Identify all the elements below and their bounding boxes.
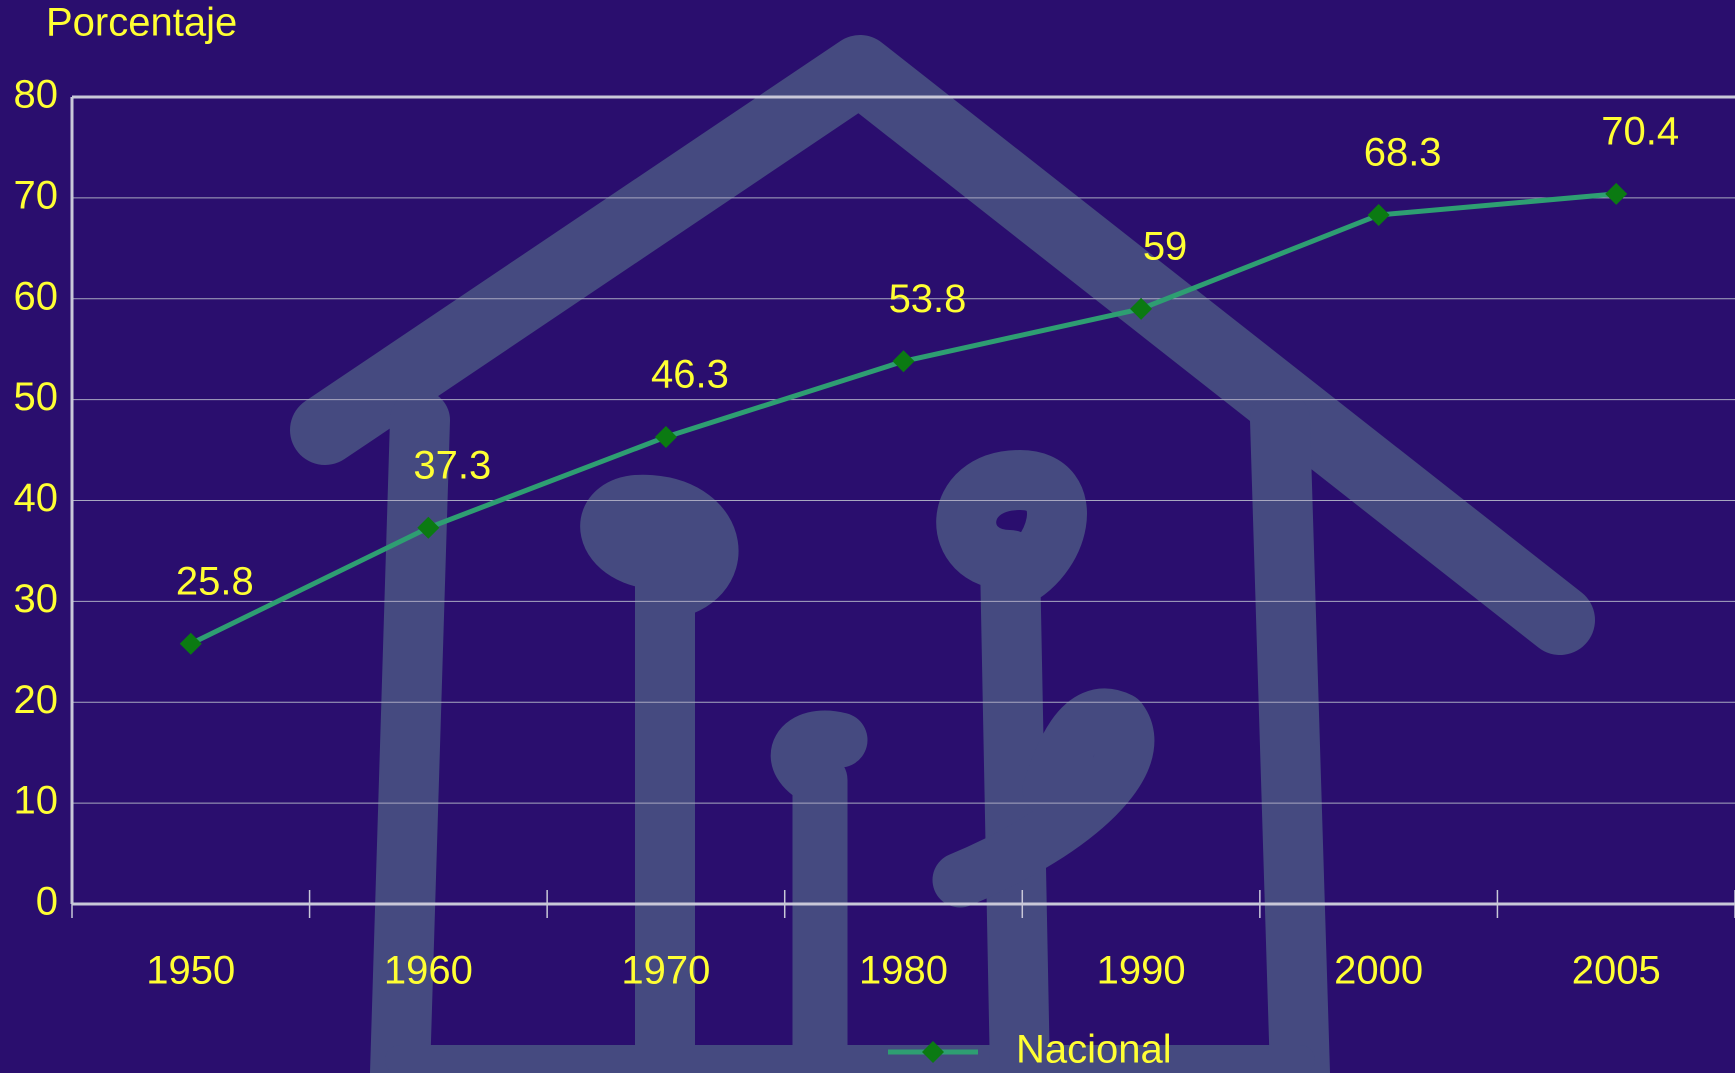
x-tick-label: 2005 (1572, 949, 1661, 993)
data-label: 70.4 (1601, 109, 1679, 153)
data-label: 68.3 (1364, 131, 1442, 175)
data-label: 59 (1143, 224, 1188, 268)
y-tick-label: 80 (14, 73, 59, 117)
y-tick-label: 30 (14, 577, 59, 621)
chart: Porcentaje 0 10 20 30 40 50 60 70 80 1950 1960 1970… (0, 0, 1735, 1073)
y-tick-label: 40 (14, 476, 59, 520)
x-tick-label: 1970 (621, 949, 710, 993)
data-label: 53.8 (889, 277, 967, 321)
x-tick-label: 1950 (146, 949, 235, 993)
x-tick-label: 2000 (1334, 949, 1423, 993)
y-tick-label: 0 (36, 880, 58, 924)
y-tick-label: 70 (14, 173, 59, 217)
y-tick-label: 60 (14, 274, 59, 318)
data-label: 25.8 (176, 559, 254, 603)
data-label: 46.3 (651, 353, 729, 397)
y-axis-title: Porcentaje (46, 1, 237, 45)
x-tick-label: 1980 (859, 949, 948, 993)
data-label: 37.3 (413, 443, 491, 487)
x-tick-label: 1960 (384, 949, 473, 993)
y-tick-label: 50 (14, 375, 59, 419)
y-tick-label: 10 (14, 779, 59, 823)
y-tick-label: 20 (14, 678, 59, 722)
legend-label: Nacional (1016, 1028, 1172, 1072)
x-tick-label: 1990 (1097, 949, 1186, 993)
